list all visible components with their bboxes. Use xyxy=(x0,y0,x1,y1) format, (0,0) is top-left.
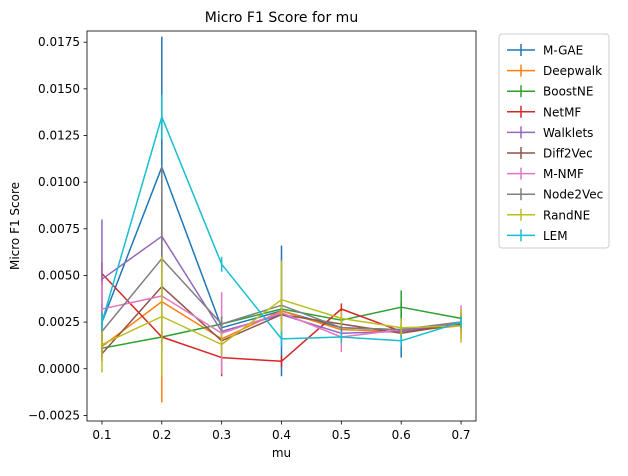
legend-label: Node2Vec xyxy=(543,188,603,202)
x-tick-label: 0.5 xyxy=(332,428,351,442)
legend-label: M-NMF xyxy=(543,167,584,181)
y-axis-label: Micro F1 Score xyxy=(8,182,22,270)
legend-label: RandNE xyxy=(543,208,590,222)
y-tick-label: 0.0100 xyxy=(38,175,80,189)
legend-label: Diff2Vec xyxy=(543,147,593,161)
legend-label: M-GAE xyxy=(543,44,583,58)
y-tick-label: 0.0000 xyxy=(38,362,80,376)
y-tick-label: 0.0150 xyxy=(38,82,80,96)
x-tick-label: 0.1 xyxy=(92,428,111,442)
legend: M-GAE Deepwalk BoostNE NetMF Walklets Diff2Ve… xyxy=(499,34,609,248)
x-tick-label: 0.2 xyxy=(152,428,171,442)
y-tick-label: −0.0025 xyxy=(28,408,80,422)
legend-label: LEM xyxy=(543,229,568,243)
y-tick-label: 0.0125 xyxy=(38,128,80,142)
x-tick-label: 0.4 xyxy=(272,428,291,442)
legend-label: Deepwalk xyxy=(543,64,602,78)
legend-item: Node2Vec xyxy=(507,188,603,202)
legend-label: NetMF xyxy=(543,105,581,119)
x-tick-label: 0.3 xyxy=(212,428,231,442)
x-tick-label: 0.7 xyxy=(451,428,470,442)
legend-item: Deepwalk xyxy=(507,64,602,78)
x-axis-label: mu xyxy=(272,446,291,460)
y-tick-label: 0.0175 xyxy=(38,35,80,49)
x-tick-label: 0.6 xyxy=(392,428,411,442)
y-tick-label: 0.0075 xyxy=(38,222,80,236)
chart-title: Micro F1 Score for mu xyxy=(205,10,358,26)
legend-label: Walklets xyxy=(543,126,593,140)
y-tick-label: 0.0050 xyxy=(38,268,80,282)
y-tick-label: 0.0025 xyxy=(38,315,80,329)
legend-label: BoostNE xyxy=(543,85,593,99)
